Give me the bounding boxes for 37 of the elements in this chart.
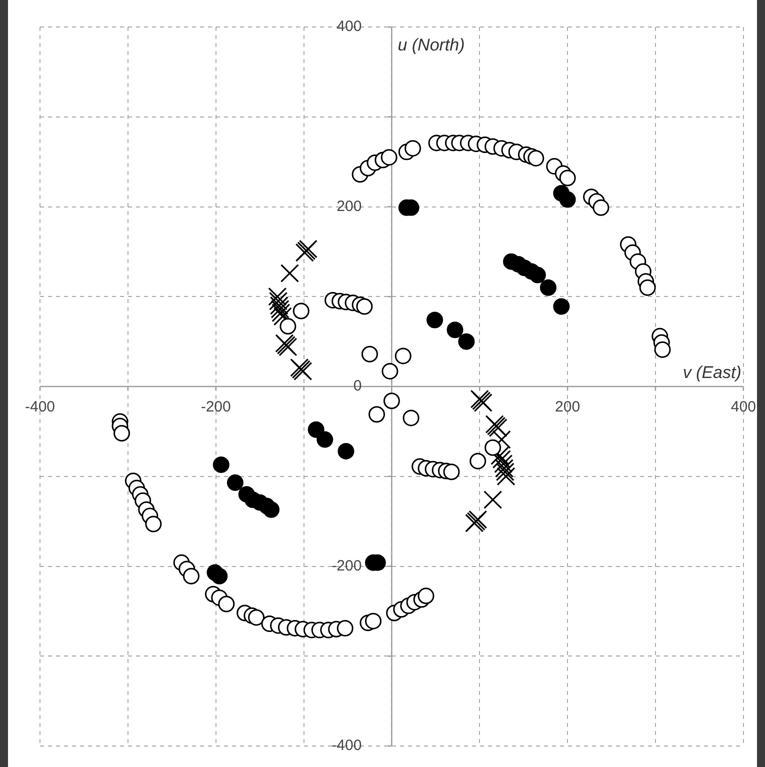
- point: [426, 312, 444, 328]
- x-tick-label: 400: [730, 398, 756, 416]
- point: [262, 501, 280, 518]
- point: [212, 456, 230, 473]
- x-axis-title: v (East): [682, 363, 742, 382]
- point: [496, 467, 516, 486]
- y-tick-label: 400: [336, 18, 362, 36]
- point: [553, 298, 570, 315]
- point: [280, 264, 299, 283]
- point: [272, 304, 290, 322]
- y-axis-title: u (North): [398, 36, 465, 55]
- x-tick-label: 200: [555, 398, 580, 416]
- point: [529, 266, 546, 284]
- point: [559, 191, 576, 208]
- y-tick-label: 0: [353, 378, 362, 395]
- point: [496, 462, 514, 482]
- point: [446, 322, 464, 338]
- point: [338, 442, 354, 460]
- x-tick-label: -400: [24, 398, 56, 416]
- point: [268, 292, 288, 310]
- point: [268, 287, 287, 306]
- y-tick-label: -200: [332, 557, 362, 574]
- x-tick-label: -200: [200, 398, 231, 416]
- point: [308, 421, 324, 438]
- point: [226, 474, 244, 491]
- point: [484, 490, 502, 510]
- point: [540, 279, 556, 296]
- point: [270, 300, 290, 318]
- y-tick-label: -400: [332, 737, 362, 754]
- point: [273, 307, 292, 326]
- point: [270, 296, 288, 315]
- point: [316, 431, 334, 448]
- point: [494, 454, 513, 474]
- y-tick-label: 200: [336, 198, 362, 215]
- point: [494, 459, 514, 478]
- point: [211, 568, 228, 584]
- point: [458, 333, 475, 350]
